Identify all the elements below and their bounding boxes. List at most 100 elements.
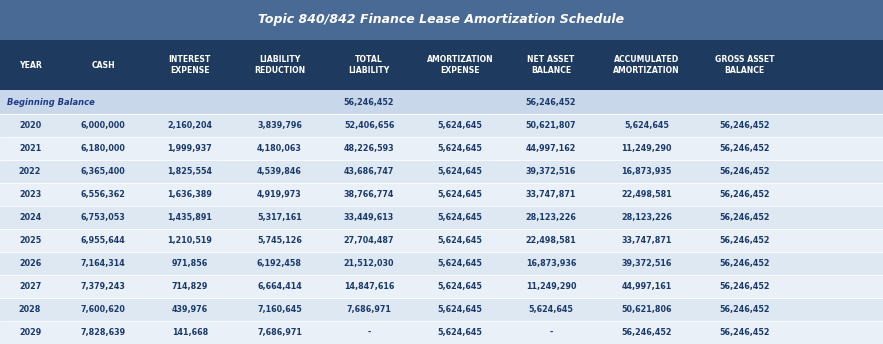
Text: 5,624,645: 5,624,645 <box>438 282 482 291</box>
Text: 14,847,616: 14,847,616 <box>343 282 395 291</box>
Text: 56,246,452: 56,246,452 <box>525 97 577 107</box>
Text: 33,747,871: 33,747,871 <box>621 236 672 245</box>
Text: 38,766,774: 38,766,774 <box>343 190 395 199</box>
Text: 5,624,645: 5,624,645 <box>438 121 482 130</box>
Text: 2024: 2024 <box>19 213 42 222</box>
Text: 7,164,314: 7,164,314 <box>81 259 125 268</box>
Text: 28,123,226: 28,123,226 <box>525 213 577 222</box>
Text: 44,997,161: 44,997,161 <box>622 282 671 291</box>
Bar <box>0 252 883 275</box>
Text: Topic 840/842 Finance Lease Amortization Schedule: Topic 840/842 Finance Lease Amortization… <box>259 13 624 26</box>
Text: 5,624,645: 5,624,645 <box>438 213 482 222</box>
Text: 56,246,452: 56,246,452 <box>343 97 395 107</box>
Text: 48,226,593: 48,226,593 <box>343 144 395 153</box>
Text: 52,406,656: 52,406,656 <box>343 121 395 130</box>
Bar <box>0 90 883 114</box>
Text: 6,180,000: 6,180,000 <box>81 144 125 153</box>
Text: 6,000,000: 6,000,000 <box>81 121 125 130</box>
Text: 6,955,644: 6,955,644 <box>81 236 125 245</box>
Text: 56,246,452: 56,246,452 <box>621 328 672 337</box>
Bar <box>0 275 883 298</box>
Text: 5,624,645: 5,624,645 <box>438 190 482 199</box>
Text: 2021: 2021 <box>19 144 42 153</box>
Text: 27,704,487: 27,704,487 <box>343 236 395 245</box>
Text: 43,686,747: 43,686,747 <box>343 167 395 176</box>
Text: 2,160,204: 2,160,204 <box>168 121 212 130</box>
Text: ACCUMULATED
AMORTIZATION: ACCUMULATED AMORTIZATION <box>613 55 680 75</box>
Text: 714,829: 714,829 <box>171 282 208 291</box>
Text: 2027: 2027 <box>19 282 42 291</box>
Bar <box>0 206 883 229</box>
Text: NET ASSET
BALANCE: NET ASSET BALANCE <box>527 55 575 75</box>
Text: 56,246,452: 56,246,452 <box>720 236 770 245</box>
Text: 5,624,645: 5,624,645 <box>438 144 482 153</box>
Text: 6,556,362: 6,556,362 <box>81 190 125 199</box>
Text: 5,624,645: 5,624,645 <box>438 167 482 176</box>
Text: 16,873,935: 16,873,935 <box>621 167 672 176</box>
Text: 1,435,891: 1,435,891 <box>168 213 212 222</box>
Text: 56,246,452: 56,246,452 <box>720 328 770 337</box>
Text: 11,249,290: 11,249,290 <box>621 144 672 153</box>
Text: 4,539,846: 4,539,846 <box>257 167 302 176</box>
Text: 2023: 2023 <box>19 190 42 199</box>
Text: -: - <box>549 328 553 337</box>
Text: 5,624,645: 5,624,645 <box>529 305 573 314</box>
Text: 28,123,226: 28,123,226 <box>621 213 672 222</box>
Text: 1,825,554: 1,825,554 <box>168 167 212 176</box>
Text: 6,365,400: 6,365,400 <box>81 167 125 176</box>
Text: -: - <box>367 328 371 337</box>
Text: 439,976: 439,976 <box>172 305 208 314</box>
Text: 141,668: 141,668 <box>171 328 208 337</box>
Text: 1,210,519: 1,210,519 <box>168 236 212 245</box>
Text: YEAR: YEAR <box>19 61 42 69</box>
Text: 56,246,452: 56,246,452 <box>720 121 770 130</box>
Text: 56,246,452: 56,246,452 <box>720 167 770 176</box>
Text: 50,621,807: 50,621,807 <box>525 121 577 130</box>
Text: 56,246,452: 56,246,452 <box>720 190 770 199</box>
Text: 50,621,806: 50,621,806 <box>621 305 672 314</box>
Text: 5,624,645: 5,624,645 <box>438 259 482 268</box>
Text: 2025: 2025 <box>19 236 42 245</box>
Text: 6,664,414: 6,664,414 <box>257 282 302 291</box>
Text: 39,372,516: 39,372,516 <box>525 167 577 176</box>
Text: AMORTIZATION
EXPENSE: AMORTIZATION EXPENSE <box>426 55 494 75</box>
Text: 2028: 2028 <box>19 305 42 314</box>
Text: 11,249,290: 11,249,290 <box>525 282 577 291</box>
Text: 5,624,645: 5,624,645 <box>624 121 668 130</box>
Text: 971,856: 971,856 <box>171 259 208 268</box>
Text: CASH: CASH <box>92 61 115 69</box>
Text: 56,246,452: 56,246,452 <box>720 213 770 222</box>
Bar <box>0 137 883 160</box>
Text: 33,449,613: 33,449,613 <box>344 213 394 222</box>
Text: 3,839,796: 3,839,796 <box>257 121 302 130</box>
Text: 44,997,162: 44,997,162 <box>525 144 577 153</box>
Text: 7,686,971: 7,686,971 <box>347 305 391 314</box>
Text: 5,624,645: 5,624,645 <box>438 305 482 314</box>
Text: 56,246,452: 56,246,452 <box>720 305 770 314</box>
Text: 33,747,871: 33,747,871 <box>525 190 577 199</box>
Bar <box>0 40 883 90</box>
Text: 6,192,458: 6,192,458 <box>257 259 302 268</box>
Text: GROSS ASSET
BALANCE: GROSS ASSET BALANCE <box>715 55 774 75</box>
Text: 1,636,389: 1,636,389 <box>168 190 212 199</box>
Text: 1,999,937: 1,999,937 <box>168 144 212 153</box>
Text: 2022: 2022 <box>19 167 42 176</box>
Text: 56,246,452: 56,246,452 <box>720 282 770 291</box>
Text: 7,686,971: 7,686,971 <box>257 328 302 337</box>
Text: TOTAL
LIABILITY: TOTAL LIABILITY <box>349 55 389 75</box>
Text: 4,919,973: 4,919,973 <box>257 190 302 199</box>
Bar <box>0 160 883 183</box>
Text: 5,745,126: 5,745,126 <box>257 236 302 245</box>
Text: 56,246,452: 56,246,452 <box>720 259 770 268</box>
Text: 7,600,620: 7,600,620 <box>81 305 125 314</box>
Text: 56,246,452: 56,246,452 <box>720 144 770 153</box>
Text: 22,498,581: 22,498,581 <box>621 190 672 199</box>
Text: 7,828,639: 7,828,639 <box>80 328 126 337</box>
Text: 2029: 2029 <box>19 328 42 337</box>
Text: 5,624,645: 5,624,645 <box>438 328 482 337</box>
Text: 2020: 2020 <box>19 121 42 130</box>
Bar <box>0 229 883 252</box>
Text: 16,873,936: 16,873,936 <box>525 259 577 268</box>
Text: 21,512,030: 21,512,030 <box>343 259 395 268</box>
Text: LIABILITY
REDUCTION: LIABILITY REDUCTION <box>254 55 305 75</box>
